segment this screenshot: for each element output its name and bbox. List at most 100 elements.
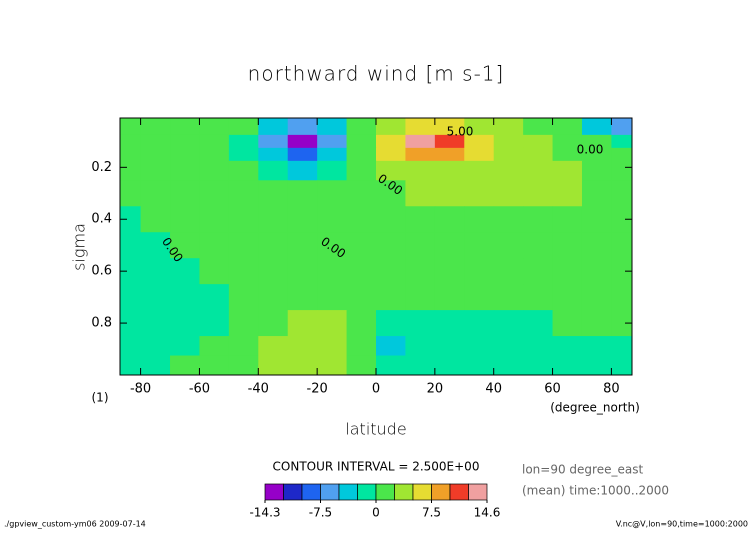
colorbar-tick-label: 14.6 <box>474 506 501 520</box>
field-cell <box>464 206 495 233</box>
field-cell <box>120 232 142 259</box>
field-cell <box>376 134 406 149</box>
field-cell <box>611 336 633 357</box>
field-cell <box>346 160 377 181</box>
field-cell <box>611 206 633 233</box>
field-cell <box>376 258 406 285</box>
x-tick-label: -40 <box>248 382 269 397</box>
field-cell <box>170 355 200 376</box>
field-cell <box>228 355 259 376</box>
field-cell <box>140 284 171 311</box>
field-cell <box>405 206 436 233</box>
field-cell <box>170 206 200 233</box>
field-cell <box>434 118 465 136</box>
field-cell <box>317 232 348 259</box>
y-tick-label: 0.2 <box>91 160 112 175</box>
field-cell <box>140 355 171 376</box>
field-cell <box>120 134 142 149</box>
field-cell <box>464 258 495 285</box>
field-cell <box>228 336 259 357</box>
colorbar-box <box>264 483 284 501</box>
field-cell <box>581 355 612 376</box>
field-cell <box>228 118 259 136</box>
field-cell <box>611 355 633 376</box>
field-cell <box>464 134 495 149</box>
field-cell <box>120 310 142 337</box>
field-cell <box>287 355 318 376</box>
field-cell <box>346 355 377 376</box>
field-cell <box>140 258 171 285</box>
field-cell <box>464 118 495 136</box>
colorbar-tick-label: 0 <box>372 506 380 520</box>
field-cell <box>493 160 524 181</box>
y-tick-label: 0.6 <box>91 264 112 279</box>
field-cell <box>228 258 259 285</box>
field-cell <box>581 232 612 259</box>
field-cell <box>287 160 318 181</box>
colorbar-box <box>375 483 395 501</box>
field-cell <box>140 232 171 259</box>
field-cell <box>523 355 554 376</box>
field-cell <box>258 258 289 285</box>
field-cell <box>120 206 142 233</box>
y-tick-label: 0.4 <box>91 212 112 227</box>
field-cell <box>228 147 259 162</box>
field-cell <box>376 232 406 259</box>
x-tick-label: -60 <box>189 382 210 397</box>
field-cell <box>464 147 495 162</box>
field-cell <box>434 355 465 376</box>
field-cell <box>376 336 406 357</box>
field-cell <box>493 310 524 337</box>
field-cell <box>552 284 583 311</box>
field-cell <box>317 336 348 357</box>
field-cell <box>346 284 377 311</box>
field-cell <box>376 355 406 376</box>
field-cell <box>170 160 200 181</box>
field-cell <box>611 118 633 136</box>
field-cell <box>258 180 289 207</box>
field-cell <box>170 310 200 337</box>
field-cell <box>376 118 406 136</box>
field-cell <box>493 118 524 136</box>
field-cell <box>258 355 289 376</box>
field-cell <box>581 284 612 311</box>
field-cell <box>611 160 633 181</box>
field-cell <box>317 258 348 285</box>
field-cell <box>405 134 436 149</box>
field-cell <box>258 206 289 233</box>
field-cell <box>346 147 377 162</box>
field-cell <box>464 232 495 259</box>
field-cell <box>120 118 142 136</box>
field-cell <box>170 284 200 311</box>
field-cell <box>317 134 348 149</box>
field-cell <box>140 310 171 337</box>
x-tick-label: 20 <box>427 382 444 397</box>
field-cell <box>140 180 171 207</box>
x-tick-label: -80 <box>130 382 151 397</box>
field-cell <box>493 232 524 259</box>
field-cell <box>611 258 633 285</box>
field-cell <box>464 180 495 207</box>
x-axis-label: latitude <box>345 420 406 439</box>
colorbar-box <box>412 483 432 501</box>
field-cell <box>405 310 436 337</box>
colorbar-box <box>301 483 321 501</box>
field-cell <box>199 134 230 149</box>
footer-right: V.nc@V,lon=90,time=1000:2000 <box>616 520 748 529</box>
field-cell <box>493 284 524 311</box>
field-cell <box>346 180 377 207</box>
field-cell <box>120 258 142 285</box>
field-cell <box>552 355 583 376</box>
colorbar-box <box>449 483 469 501</box>
y-tick-label: 0.8 <box>91 316 112 331</box>
colorbar-box <box>394 483 414 501</box>
field-cell <box>581 147 612 162</box>
field-cell <box>523 310 554 337</box>
field-cell <box>228 180 259 207</box>
field-cell <box>228 310 259 337</box>
field-cell <box>170 232 200 259</box>
field-cell <box>434 232 465 259</box>
field-cell <box>120 284 142 311</box>
field-cell <box>287 284 318 311</box>
